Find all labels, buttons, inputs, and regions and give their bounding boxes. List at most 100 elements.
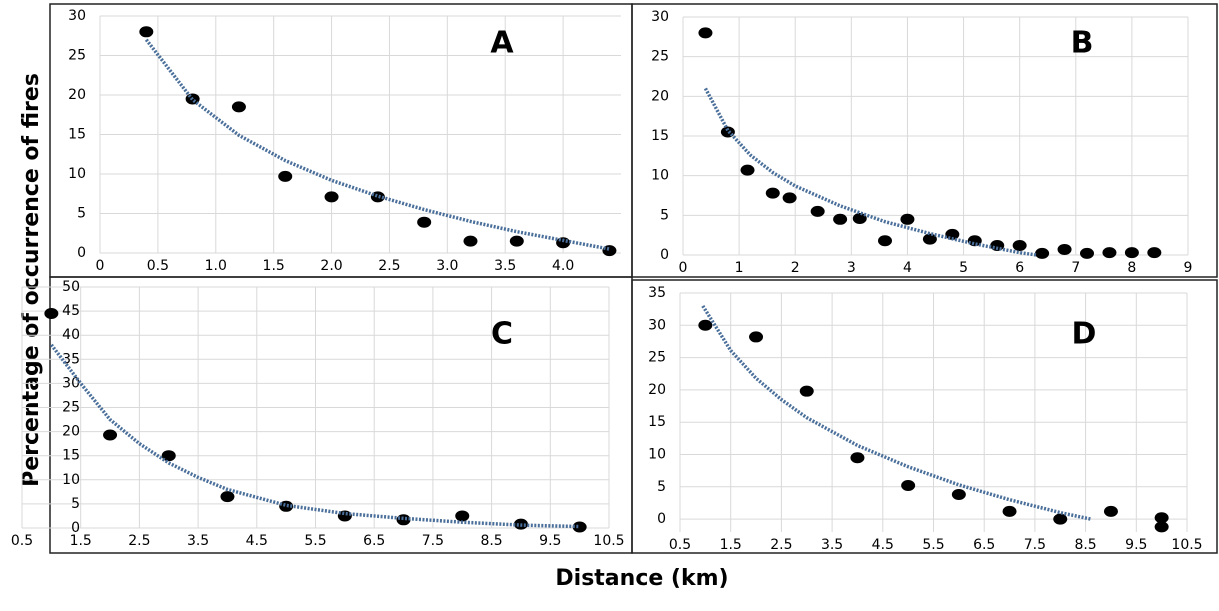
point <box>1057 243 1072 255</box>
y-tick-label: 25 <box>651 49 669 65</box>
point <box>749 331 764 343</box>
point <box>698 27 713 39</box>
y-tick-label: 5 <box>657 479 666 495</box>
trend-line <box>144 38 610 251</box>
trend-line <box>703 87 1037 257</box>
y-tick-label: 10 <box>651 168 669 184</box>
point <box>1053 513 1068 525</box>
point <box>852 213 867 225</box>
y-tick-label: 35 <box>62 351 80 367</box>
point <box>220 491 235 503</box>
x-tick-label: 0 <box>679 260 688 276</box>
point <box>901 479 916 491</box>
panel-letter: C <box>491 317 513 352</box>
point <box>337 510 352 522</box>
y-tick-label: 30 <box>648 317 666 333</box>
point <box>1103 505 1118 517</box>
x-tick-label: 1 <box>735 260 744 276</box>
point <box>740 164 755 176</box>
y-tick-label: 45 <box>62 303 80 319</box>
point <box>967 235 982 247</box>
point <box>1080 247 1094 259</box>
point <box>278 170 293 182</box>
y-tick-label: 0 <box>71 520 80 536</box>
y-tick-label: 25 <box>648 350 666 366</box>
y-tick-label: 20 <box>648 382 666 398</box>
x-tick-label: 9 <box>1184 260 1193 276</box>
trend-line <box>701 304 1092 521</box>
x-tick-label: 5 <box>959 260 968 276</box>
point <box>417 216 432 228</box>
point <box>455 510 470 522</box>
x-tick-label: 1.5 <box>263 258 285 274</box>
x-tick-label: 1.0 <box>205 258 227 274</box>
point <box>463 235 478 247</box>
y-tick-label: 20 <box>68 87 86 103</box>
point <box>698 319 713 331</box>
y-tick-label: 20 <box>62 424 80 440</box>
x-tick-label: 8.5 <box>480 533 502 549</box>
x-tick-label: 4 <box>903 260 912 276</box>
y-tick-label: 0 <box>657 511 666 527</box>
point <box>161 450 176 462</box>
y-tick-label: 25 <box>62 400 80 416</box>
x-tick-label: 10.5 <box>593 533 624 549</box>
point <box>850 452 865 464</box>
y-tick-label: 15 <box>68 127 86 143</box>
point <box>370 191 385 203</box>
point <box>44 308 59 320</box>
point <box>103 429 118 441</box>
x-tick-label: 6.5 <box>973 537 995 553</box>
panel-letter: B <box>1071 26 1094 61</box>
point <box>324 191 339 203</box>
x-tick-label: 6 <box>1015 260 1024 276</box>
x-tick-label: 0.5 <box>11 533 33 549</box>
y-axis-title: Percentage of occurrence of fires <box>19 73 44 487</box>
y-tick-label: 35 <box>648 285 666 301</box>
panel-frame <box>49 3 633 278</box>
point <box>1002 505 1017 517</box>
point <box>810 205 825 217</box>
point <box>1147 247 1162 259</box>
x-tick-label: 2.5 <box>378 258 400 274</box>
x-axis-title: Distance (km) <box>555 566 728 591</box>
y-tick-label: 30 <box>68 8 86 24</box>
y-tick-label: 10 <box>68 166 86 182</box>
x-tick-label: 0.5 <box>147 258 169 274</box>
point <box>1035 247 1050 259</box>
point <box>878 235 892 247</box>
point <box>799 385 814 397</box>
x-tick-label: 4.0 <box>552 258 574 274</box>
point <box>231 101 246 113</box>
x-tick-label: 3 <box>847 260 856 276</box>
point <box>1012 239 1027 251</box>
x-tick-label: 7.5 <box>1024 537 1046 553</box>
x-tick-label: 8 <box>1127 260 1136 276</box>
x-tick-label: 3.5 <box>821 537 843 553</box>
point <box>782 192 797 204</box>
x-tick-label: 1.5 <box>70 533 92 549</box>
point <box>279 500 294 512</box>
y-tick-label: 40 <box>62 327 80 343</box>
y-tick-label: 0 <box>77 245 86 261</box>
point <box>1102 247 1117 259</box>
y-tick-label: 10 <box>648 446 666 462</box>
x-tick-label: 3.5 <box>187 533 209 549</box>
point <box>900 213 915 225</box>
y-tick-label: 20 <box>651 88 669 104</box>
panel-frame <box>631 279 1218 554</box>
y-tick-label: 5 <box>71 496 80 512</box>
point <box>765 187 780 199</box>
trend-line <box>49 343 580 529</box>
point <box>1154 512 1169 524</box>
point <box>1154 521 1169 533</box>
point <box>922 233 937 245</box>
y-tick-label: 50 <box>62 279 80 295</box>
x-tick-label: 5.5 <box>304 533 326 549</box>
x-tick-label: 3.5 <box>494 258 516 274</box>
x-tick-label: 3.0 <box>436 258 458 274</box>
y-tick-label: 15 <box>651 128 669 144</box>
x-tick-label: 4.5 <box>246 533 268 549</box>
x-tick-label: 2 <box>791 260 800 276</box>
point <box>951 489 966 501</box>
